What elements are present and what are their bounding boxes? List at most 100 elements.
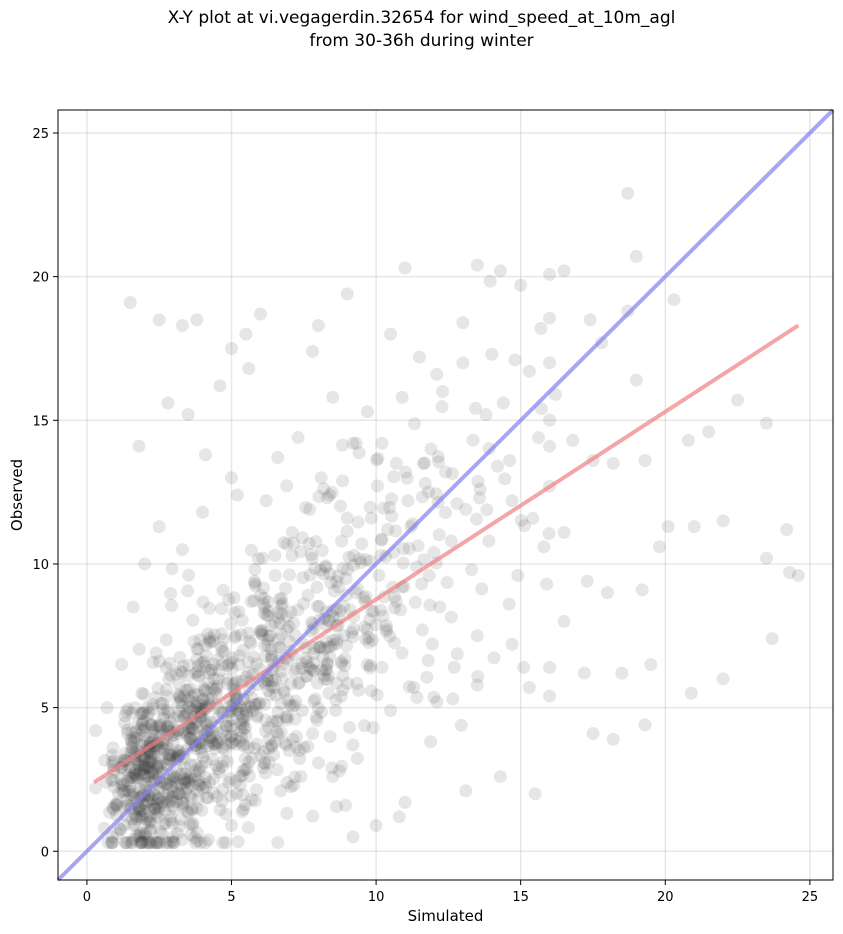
scatter-point <box>355 537 369 551</box>
scatter-point <box>379 619 393 633</box>
scatter-point <box>185 801 199 815</box>
scatter-point <box>482 442 496 456</box>
scatter-point <box>201 791 215 805</box>
scatter-point <box>264 650 278 664</box>
scatter-point <box>139 812 153 826</box>
scatter-point <box>257 745 271 759</box>
scatter-point <box>199 755 213 769</box>
scatter-point <box>149 836 163 850</box>
scatter-point <box>152 836 166 850</box>
scatter-point <box>291 603 305 617</box>
scatter-point <box>262 629 276 643</box>
scatter-point <box>300 655 314 669</box>
scatter-point <box>267 681 281 695</box>
scatter-point <box>229 774 243 788</box>
scatter-point <box>319 634 333 648</box>
scatter-point <box>235 805 249 819</box>
scatter-point <box>220 719 234 733</box>
scatter-point <box>357 591 371 605</box>
scatter-point <box>200 715 214 729</box>
scatter-point <box>123 780 137 794</box>
scatter-point <box>237 713 251 727</box>
scatter-point <box>247 650 261 664</box>
scatter-point <box>216 633 230 647</box>
scatter-point <box>132 439 146 453</box>
scatter-point <box>318 642 332 656</box>
scatter-point <box>155 780 169 794</box>
scatter-point <box>577 666 591 680</box>
scatter-point <box>364 511 378 525</box>
scatter-point <box>145 718 159 732</box>
scatter-point <box>118 716 132 730</box>
scatter-point <box>135 835 149 849</box>
scatter-point <box>120 793 134 807</box>
scatter-point <box>220 677 234 691</box>
scatter-point <box>256 761 270 775</box>
scatter-point <box>238 752 252 766</box>
scatter-point <box>470 678 484 692</box>
scatter-point <box>277 683 291 697</box>
scatter-point <box>201 692 215 706</box>
scatter-point <box>225 661 239 675</box>
scatter-point <box>325 485 339 499</box>
scatter-point <box>216 741 230 755</box>
scatter-point <box>104 773 118 787</box>
scatter-point <box>206 635 220 649</box>
scatter-point <box>145 725 159 739</box>
scatter-point <box>115 778 129 792</box>
scatter-point <box>196 505 210 519</box>
scatter-point <box>127 731 141 745</box>
scatter-point <box>216 706 230 720</box>
scatter-point <box>557 264 571 278</box>
scatter-point <box>215 760 229 774</box>
scatter-point <box>307 621 321 635</box>
scatter-point <box>212 664 226 678</box>
scatter-point <box>759 551 773 565</box>
scatter-point <box>241 700 255 714</box>
scatter-point <box>514 513 528 527</box>
scatter-point <box>183 681 197 695</box>
scatter-point <box>250 737 264 751</box>
scatter-point <box>305 344 319 358</box>
scatter-point <box>349 436 363 450</box>
scatter-point <box>395 646 409 660</box>
scatter-point <box>144 754 158 768</box>
scatter-point <box>118 784 132 798</box>
scatter-point <box>89 724 103 738</box>
scatter-point <box>362 631 376 645</box>
chart-title-line-1: X-Y plot at vi.vegagerdin.32654 for wind… <box>167 8 676 28</box>
scatter-point <box>330 632 344 646</box>
scatter-point <box>244 636 258 650</box>
scatter-point <box>149 719 163 733</box>
scatter-point <box>257 591 271 605</box>
scatter-point <box>130 829 144 843</box>
scatter-point <box>160 777 174 791</box>
scatter-point <box>347 558 361 572</box>
scatter-point <box>334 655 348 669</box>
scatter-point <box>408 417 422 431</box>
scatter-point <box>255 627 269 641</box>
scatter-point <box>195 656 209 670</box>
scatter-point <box>340 639 354 653</box>
scatter-point <box>247 594 261 608</box>
scatter-point <box>262 741 276 755</box>
scatter-point <box>387 470 401 484</box>
scatter-point <box>331 569 345 583</box>
scatter-point <box>199 716 213 730</box>
scatter-point <box>629 373 643 387</box>
scatter-point <box>280 622 294 636</box>
scatter-point <box>339 571 353 585</box>
scatter-point <box>149 646 163 660</box>
scatter-point <box>124 771 138 785</box>
scatter-point <box>216 782 230 796</box>
scatter-point <box>125 836 139 850</box>
scatter-point <box>517 519 531 533</box>
scatter-point <box>193 779 207 793</box>
scatter-point <box>297 741 311 755</box>
scatter-point <box>465 563 479 577</box>
scatter-point <box>125 706 139 720</box>
scatter-point <box>401 494 415 508</box>
scatter-point <box>157 817 171 831</box>
scatter-point <box>274 592 288 606</box>
